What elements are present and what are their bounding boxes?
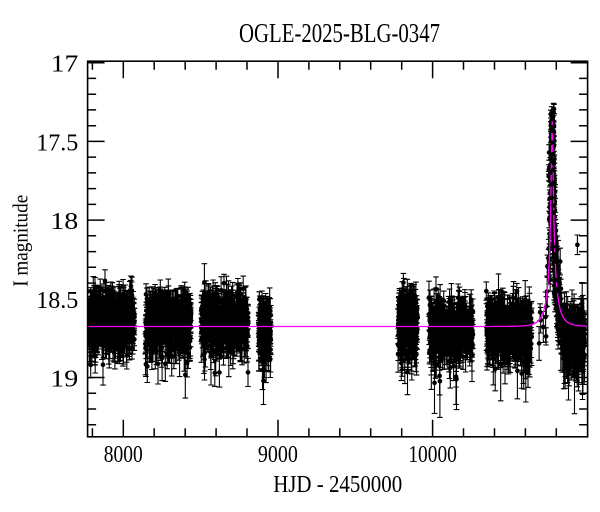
svg-text:I magnitude: I magnitude bbox=[8, 195, 32, 287]
svg-text:18.5: 18.5 bbox=[36, 287, 78, 314]
svg-text:OGLE-2025-BLG-0347: OGLE-2025-BLG-0347 bbox=[239, 17, 440, 48]
svg-text:HJD - 2450000: HJD - 2450000 bbox=[273, 472, 402, 498]
svg-text:17.5: 17.5 bbox=[36, 129, 78, 156]
svg-text:19: 19 bbox=[50, 366, 78, 393]
svg-text:9000: 9000 bbox=[258, 441, 298, 468]
svg-text:17: 17 bbox=[51, 51, 78, 78]
svg-text:10000: 10000 bbox=[408, 441, 457, 468]
svg-text:8000: 8000 bbox=[104, 441, 143, 468]
svg-text:18: 18 bbox=[50, 208, 78, 235]
